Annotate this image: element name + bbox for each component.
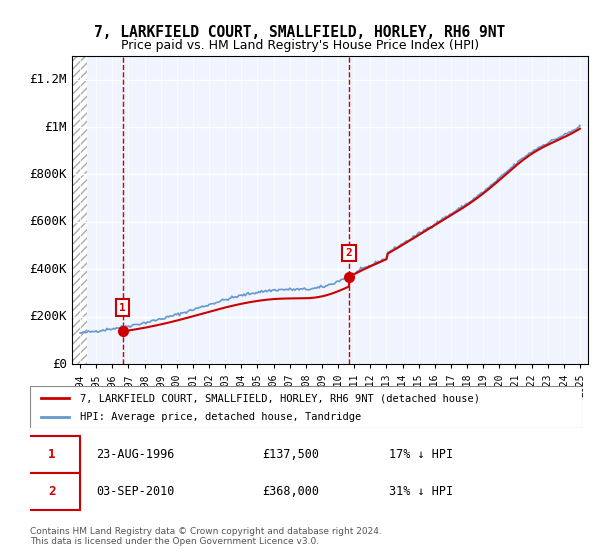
Text: 7, LARKFIELD COURT, SMALLFIELD, HORLEY, RH6 9NT: 7, LARKFIELD COURT, SMALLFIELD, HORLEY, … [94,25,506,40]
Text: £137,500: £137,500 [262,448,319,461]
Text: £368,000: £368,000 [262,485,319,498]
Text: 17% ↓ HPI: 17% ↓ HPI [389,448,453,461]
Text: £200K: £200K [29,310,67,323]
Text: £400K: £400K [29,263,67,276]
Text: £0: £0 [52,357,67,371]
FancyBboxPatch shape [30,386,582,428]
FancyBboxPatch shape [25,473,80,510]
Text: £600K: £600K [29,216,67,228]
Text: 2: 2 [346,248,352,258]
Text: 03-SEP-2010: 03-SEP-2010 [96,485,175,498]
Text: 1: 1 [49,448,56,461]
Text: Contains HM Land Registry data © Crown copyright and database right 2024.
This d: Contains HM Land Registry data © Crown c… [30,526,382,546]
Text: 2: 2 [49,485,56,498]
Text: Price paid vs. HM Land Registry's House Price Index (HPI): Price paid vs. HM Land Registry's House … [121,39,479,52]
Text: £1.2M: £1.2M [29,73,67,86]
Text: 1: 1 [119,303,126,312]
Text: 31% ↓ HPI: 31% ↓ HPI [389,485,453,498]
Text: 7, LARKFIELD COURT, SMALLFIELD, HORLEY, RH6 9NT (detached house): 7, LARKFIELD COURT, SMALLFIELD, HORLEY, … [80,393,479,403]
Bar [72,56,86,364]
Text: £1M: £1M [44,120,67,134]
Text: £800K: £800K [29,168,67,181]
FancyBboxPatch shape [25,436,80,473]
Text: HPI: Average price, detached house, Tandridge: HPI: Average price, detached house, Tand… [80,412,361,422]
Text: 23-AUG-1996: 23-AUG-1996 [96,448,175,461]
